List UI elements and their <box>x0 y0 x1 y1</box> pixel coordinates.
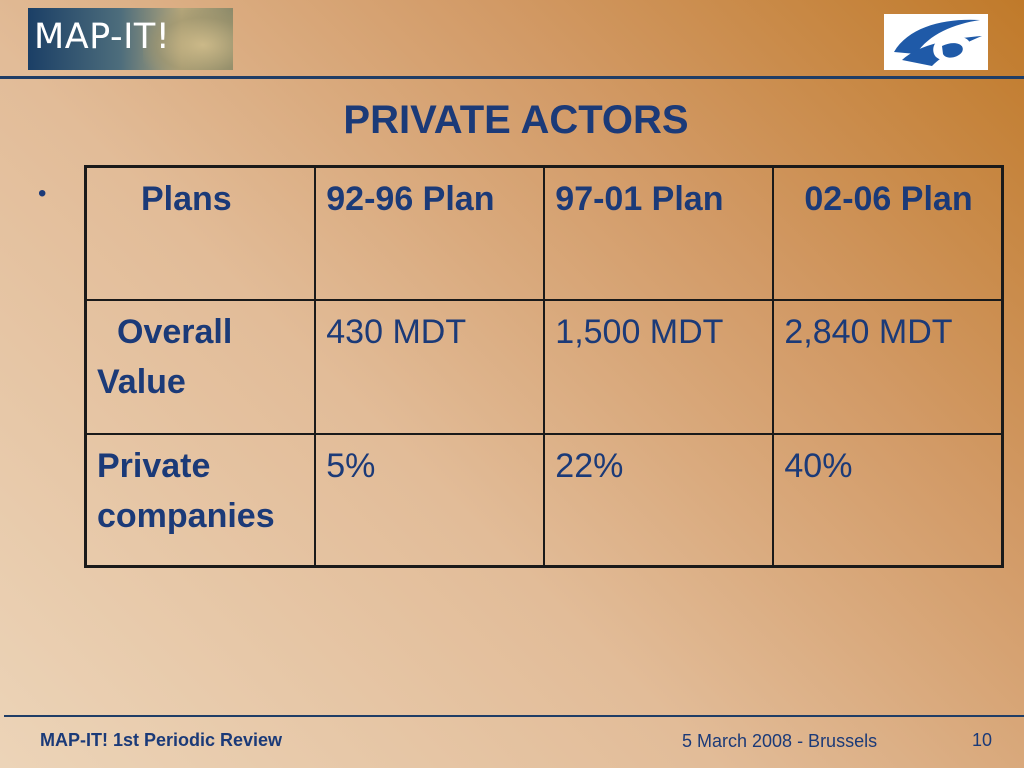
table-cell: 2,840 MDT <box>772 298 1004 435</box>
table-header-row: Plans 92-96 Plan 97-01 Plan 02-06 Plan <box>84 165 1004 301</box>
fp6-logo-icon <box>884 14 988 70</box>
table-cell: Plans <box>84 165 317 301</box>
table-cell: 22% <box>543 432 775 568</box>
table-cell: 40% <box>772 432 1004 568</box>
footer-date: 5 March 2008 - Brussels <box>682 731 878 751</box>
footer-divider <box>4 715 1024 717</box>
table-cell: Overall Value <box>84 298 317 435</box>
slide-title: PRIVATE ACTORS <box>343 98 689 142</box>
header-divider <box>0 76 1024 79</box>
table-cell: 430 MDT <box>314 298 546 435</box>
table-cell: 1,500 MDT <box>543 298 775 435</box>
table-cell: 02-06 Plan <box>772 165 1004 301</box>
table-row: Private companies 5% 22% 40% <box>84 432 1004 568</box>
bullet-marker: • <box>38 180 47 207</box>
map-image <box>143 10 233 70</box>
footer-title: MAP-IT! 1st Periodic Review <box>40 730 283 750</box>
private-actors-table: Plans 92-96 Plan 97-01 Plan 02-06 Plan O… <box>84 165 1004 568</box>
table-cell: 5% <box>314 432 546 568</box>
table-cell: 97-01 Plan <box>543 165 775 301</box>
table-row: Overall Value 430 MDT 1,500 MDT 2,840 MD… <box>84 298 1004 435</box>
page-number: 10 <box>972 730 993 750</box>
table-cell: Private companies <box>84 432 317 568</box>
logo-text: MAP-IT! <box>34 17 171 57</box>
map-it-logo: MAP-IT! <box>28 8 233 70</box>
table-cell: 92-96 Plan <box>314 165 546 301</box>
